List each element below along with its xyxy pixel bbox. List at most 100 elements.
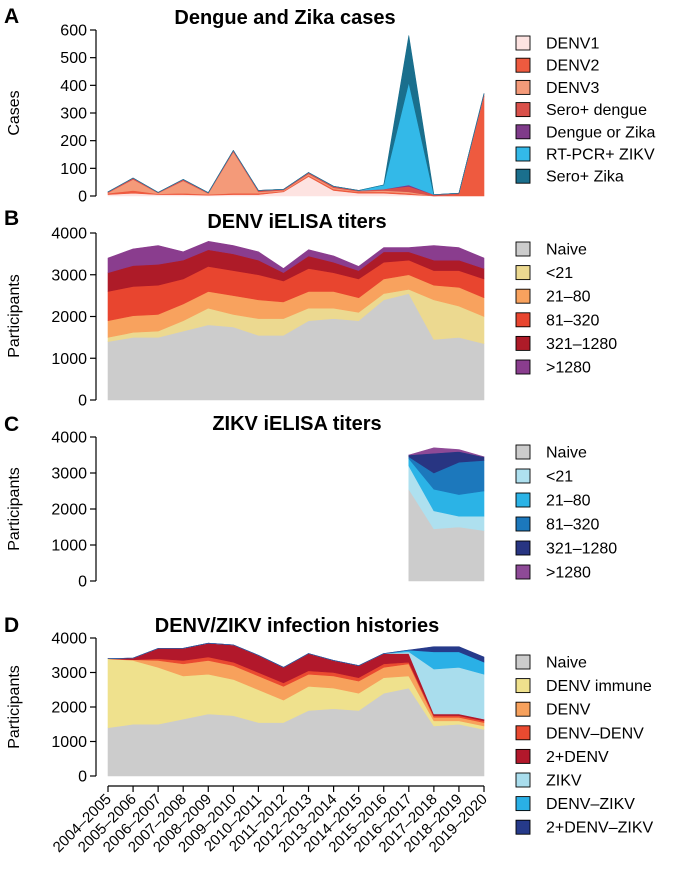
area-gt1280 [107, 241, 485, 273]
y-axis-label: Participants [6, 665, 23, 749]
y-tick-label: 1000 [51, 351, 87, 368]
y-tick-label: 2000 [51, 502, 87, 519]
legend-label-zikv: ZIKV [546, 773, 582, 790]
legend-swatch-denv-zikv [515, 796, 531, 812]
y-tick-label: 3000 [51, 267, 87, 284]
legend-swatch-naive [515, 241, 531, 257]
legend-swatch-naive [515, 444, 531, 460]
legend-label-naive: Naive [546, 242, 587, 259]
legend-swatch-seroplus-dengue [515, 102, 531, 118]
legend-swatch-denv2 [515, 57, 531, 73]
panel-letter: D [4, 614, 19, 637]
y-tick-label: 300 [60, 106, 87, 123]
legend-swatch-81-320 [515, 312, 531, 328]
y-tick-label: 500 [60, 50, 87, 67]
legend: Naive <21 21–80 81–320 321–1280 >1280 [515, 241, 617, 377]
legend-swatch-321-1280 [515, 335, 531, 351]
y-tick-label: 400 [60, 78, 87, 95]
legend-label-321-1280: 321–1280 [546, 336, 617, 353]
legend-swatch-lt21 [515, 265, 531, 281]
panel-c: C ZIKV iELISA titers Participants 0 1000 2000… [4, 413, 617, 591]
legend-label-321-1280: 321–1280 [546, 541, 617, 558]
y-axis-label: Cases [6, 90, 23, 135]
y-axis-label: Participants [6, 467, 23, 551]
y-axis-label: Participants [6, 274, 23, 358]
panel-title: Dengue and Zika cases [174, 7, 395, 29]
legend-swatch-seroplus-zika [515, 168, 531, 184]
legend-swatch-denv-immune [515, 678, 531, 694]
y-tick-label: 200 [60, 133, 87, 150]
legend-label-gt1280: >1280 [546, 565, 591, 582]
legend-label-naive: Naive [546, 445, 587, 462]
y-tick-label: 4000 [51, 226, 87, 243]
legend-label-denv-zikv: DENV–ZIKV [546, 796, 635, 813]
y-tick-label: 0 [78, 574, 87, 591]
panel-a: A Dengue and Zika cases Cases 0 100 200 300 400… [4, 5, 655, 206]
legend-label-denv: DENV [546, 702, 591, 719]
legend-label-dengue-or-zika: Dengue or Zika [546, 124, 655, 141]
y-tick-label: 2000 [51, 309, 87, 326]
legend-swatch-dengue-or-zika [515, 124, 531, 140]
legend-swatch-81-320 [515, 516, 531, 532]
legend-swatch-zikv [515, 772, 531, 788]
y-tick-label: 3000 [51, 466, 87, 483]
legend: Naive <21 21–80 81–320 321–1280 >1280 [515, 444, 617, 582]
legend-swatch-21-80 [515, 288, 531, 304]
legend-label-81-320: 81–320 [546, 312, 599, 329]
legend-swatch-denv1 [515, 35, 531, 51]
panel-letter: C [4, 413, 19, 436]
panel-d: D DENV/ZIKV infection histories Participan… [4, 614, 653, 856]
legend-label-81-320: 81–320 [546, 517, 599, 534]
legend-swatch-2plusdenv-zikv [515, 819, 531, 835]
legend-swatch-lt21 [515, 468, 531, 484]
y-tick-label: 4000 [51, 631, 87, 648]
legend-label-denv-denv: DENV–DENV [546, 725, 644, 742]
legend-swatch-denv [515, 701, 531, 717]
legend-label-denv3: DENV3 [546, 80, 599, 97]
y-tick-label: 1000 [51, 734, 87, 751]
legend-label-rt-pcrplus-zikv: RT-PCR+ ZIKV [546, 147, 655, 164]
legend-swatch-21-80 [515, 492, 531, 508]
legend-label-lt21: <21 [546, 265, 573, 282]
area-rt-pcrplus-zikv [107, 82, 485, 195]
y-tick-label: 0 [78, 769, 87, 786]
legend-swatch-denv3 [515, 79, 531, 95]
legend-label-denv-immune: DENV immune [546, 678, 652, 695]
y-tick-label: 0 [78, 189, 87, 206]
legend-label-2plusdenv: 2+DENV [546, 749, 609, 766]
panel-title: DENV iELISA titers [207, 211, 386, 233]
legend-swatch-2plusdenv [515, 748, 531, 764]
y-tick-label: 0 [78, 393, 87, 410]
y-tick-label: 4000 [51, 430, 87, 447]
y-tick-label: 1000 [51, 538, 87, 555]
panel-b: B DENV iELISA titers Participants 0 1000 2000… [4, 207, 617, 410]
area-2plusdenv-zikv [107, 642, 485, 668]
legend-label-denv1: DENV1 [546, 36, 599, 53]
legend-swatch-naive [515, 654, 531, 670]
x-axis: 2004–20052005–20062006–20072007–20082008… [50, 785, 491, 856]
panel-letter: A [4, 5, 19, 28]
area-seroplus-zika [107, 35, 485, 195]
legend-swatch-321-1280 [515, 540, 531, 556]
y-tick-label: 100 [60, 161, 87, 178]
legend-label-21-80: 21–80 [546, 493, 591, 510]
legend-label-21-80: 21–80 [546, 289, 591, 306]
y-tick-label: 2000 [51, 700, 87, 717]
legend-swatch-gt1280 [515, 564, 531, 580]
legend-label-2plusdenv-zikv: 2+DENV–ZIKV [546, 820, 653, 837]
legend: DENV1 DENV2 DENV3 Sero+ dengue Dengue or Zik… [515, 35, 655, 186]
legend: Naive DENV immune DENV DENV–DENV 2+DENV ZIKV D… [515, 654, 653, 837]
area-gt1280 [408, 447, 485, 458]
legend-swatch-gt1280 [515, 359, 531, 375]
legend-label-gt1280: >1280 [546, 360, 591, 377]
y-tick-label: 3000 [51, 665, 87, 682]
legend-swatch-denv-denv [515, 725, 531, 741]
legend-label-lt21: <21 [546, 469, 573, 486]
y-tick-label: 600 [60, 23, 87, 40]
legend-label-seroplus-dengue: Sero+ dengue [546, 102, 647, 119]
panel-title: ZIKV iELISA titers [212, 413, 381, 435]
legend-swatch-rt-pcrplus-zikv [515, 146, 531, 162]
panel-title: DENV/ZIKV infection histories [155, 615, 439, 637]
legend-label-seroplus-zika: Sero+ Zika [546, 169, 624, 186]
